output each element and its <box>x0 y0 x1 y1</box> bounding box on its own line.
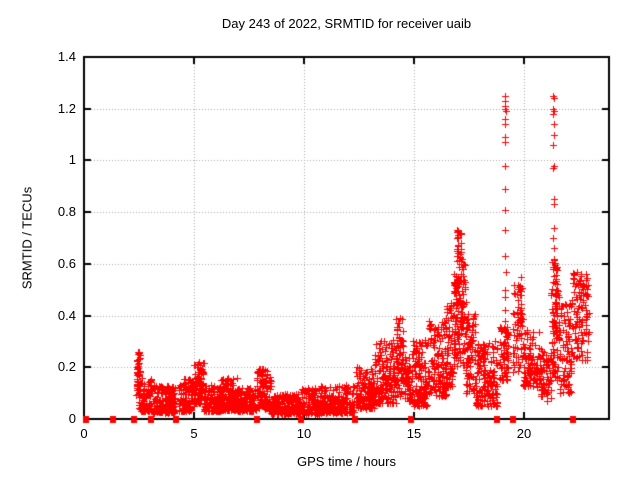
x-tick-label: 20 <box>516 426 532 441</box>
chart-title: Day 243 of 2022, SRMTID for receiver uai… <box>221 16 472 31</box>
y-tick-label: 1 <box>68 152 76 167</box>
y-tick-label: 0.4 <box>57 308 76 323</box>
y-tick-label: 0.6 <box>57 256 76 271</box>
x-axis-label: GPS time / hours <box>297 454 396 469</box>
x-tick-label: 5 <box>190 426 198 441</box>
y-tick-label: 0.2 <box>57 359 76 374</box>
x-tick-label: 0 <box>80 426 88 441</box>
x-tick-label: 15 <box>406 426 422 441</box>
y-tick-label: 0 <box>68 411 76 426</box>
y-tick-label: 0.8 <box>57 204 76 219</box>
y-tick-label: 1.2 <box>57 101 76 116</box>
y-axis-label: SRMTID / TECUs <box>19 186 35 290</box>
x-tick-label: 10 <box>296 426 312 441</box>
y-tick-label: 1.4 <box>57 49 76 64</box>
